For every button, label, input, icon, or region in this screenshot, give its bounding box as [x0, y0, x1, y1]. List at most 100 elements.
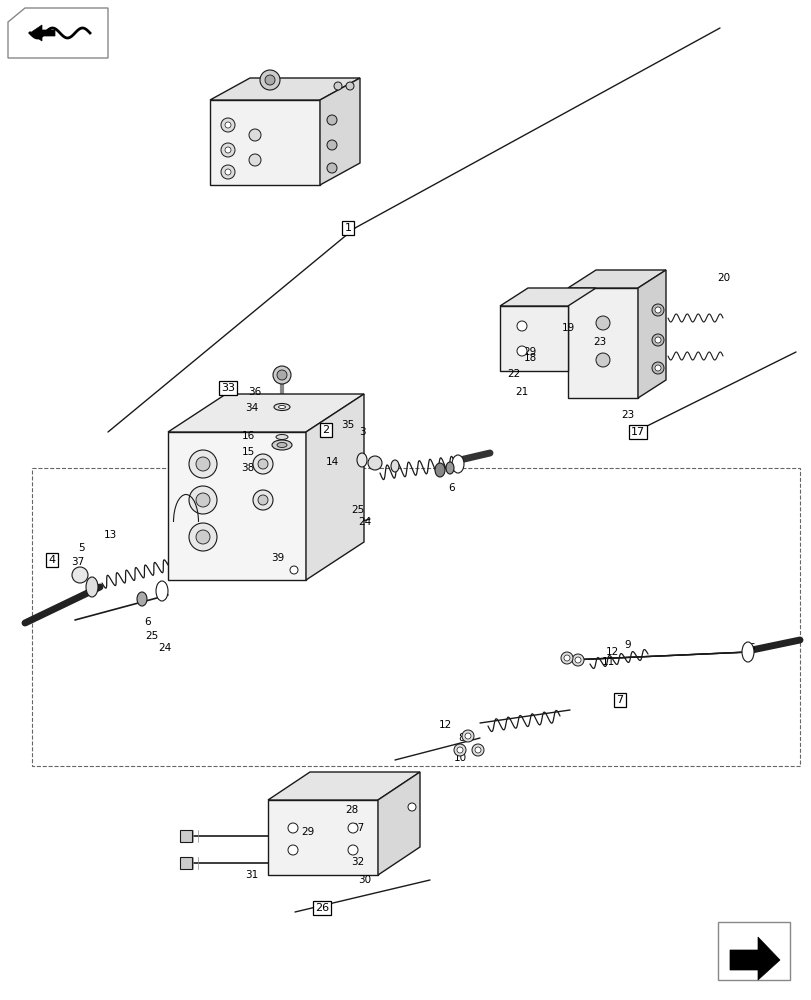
Text: 17: 17: [630, 427, 644, 437]
Circle shape: [290, 566, 298, 574]
Polygon shape: [30, 25, 55, 41]
Circle shape: [595, 316, 609, 330]
Circle shape: [651, 362, 663, 374]
Text: 29: 29: [523, 347, 536, 357]
Polygon shape: [637, 270, 665, 398]
Ellipse shape: [435, 463, 444, 477]
Circle shape: [474, 747, 480, 753]
Circle shape: [517, 321, 526, 331]
Circle shape: [221, 165, 234, 179]
Text: 30: 30: [358, 875, 371, 885]
Polygon shape: [8, 8, 108, 58]
Circle shape: [471, 744, 483, 756]
Circle shape: [72, 567, 88, 583]
Text: 23: 23: [620, 410, 634, 420]
Bar: [717, 922, 789, 980]
Circle shape: [407, 803, 415, 811]
Circle shape: [453, 744, 466, 756]
Text: 25: 25: [145, 631, 158, 641]
Circle shape: [189, 523, 217, 551]
Text: 8: 8: [458, 733, 465, 743]
Circle shape: [654, 337, 660, 343]
Text: 25: 25: [351, 505, 364, 515]
Text: 2: 2: [322, 425, 329, 435]
Polygon shape: [320, 78, 359, 185]
Polygon shape: [268, 772, 419, 800]
Text: 24: 24: [358, 517, 371, 527]
Text: 13: 13: [103, 530, 117, 540]
Text: 27: 27: [351, 823, 364, 833]
Text: 19: 19: [560, 323, 574, 333]
Circle shape: [264, 75, 275, 85]
Circle shape: [367, 456, 381, 470]
Circle shape: [595, 353, 609, 367]
Ellipse shape: [445, 462, 453, 474]
Circle shape: [461, 730, 474, 742]
Circle shape: [253, 454, 272, 474]
Circle shape: [651, 334, 663, 346]
Circle shape: [277, 370, 286, 380]
Circle shape: [288, 845, 298, 855]
Circle shape: [574, 657, 581, 663]
Circle shape: [564, 655, 569, 661]
Circle shape: [654, 307, 660, 313]
Text: 7: 7: [616, 695, 623, 705]
Text: 1: 1: [344, 223, 351, 233]
Circle shape: [195, 457, 210, 471]
Text: 4: 4: [49, 555, 55, 565]
Circle shape: [348, 845, 358, 855]
Text: 21: 21: [515, 387, 528, 397]
Polygon shape: [168, 394, 363, 432]
Circle shape: [327, 163, 337, 173]
Bar: [180, 830, 191, 842]
Text: 34: 34: [245, 403, 259, 413]
Polygon shape: [168, 432, 306, 580]
Circle shape: [272, 366, 290, 384]
Circle shape: [333, 82, 341, 90]
Text: 16: 16: [241, 431, 255, 441]
Text: 6: 6: [748, 643, 754, 653]
Circle shape: [327, 140, 337, 150]
Text: 14: 14: [325, 457, 338, 467]
Text: 10: 10: [453, 753, 466, 763]
Text: 3: 3: [358, 427, 365, 437]
Circle shape: [258, 495, 268, 505]
Text: 36: 36: [248, 387, 261, 397]
Circle shape: [465, 733, 470, 739]
Circle shape: [189, 486, 217, 514]
Text: 38: 38: [241, 463, 255, 473]
Polygon shape: [568, 270, 665, 288]
Ellipse shape: [156, 581, 168, 601]
Text: 32: 32: [351, 857, 364, 867]
Text: 12: 12: [605, 647, 618, 657]
Ellipse shape: [273, 403, 290, 410]
Text: 11: 11: [601, 657, 614, 667]
Circle shape: [189, 450, 217, 478]
Polygon shape: [210, 78, 359, 100]
Ellipse shape: [86, 577, 98, 597]
Text: 33: 33: [221, 383, 234, 393]
Circle shape: [345, 82, 354, 90]
Circle shape: [288, 823, 298, 833]
Circle shape: [221, 118, 234, 132]
Text: 28: 28: [345, 805, 358, 815]
Ellipse shape: [277, 442, 286, 448]
Text: 18: 18: [523, 353, 536, 363]
Text: 6: 6: [448, 483, 455, 493]
Text: 24: 24: [158, 643, 171, 653]
Text: 26: 26: [315, 903, 328, 913]
Ellipse shape: [272, 440, 292, 450]
Polygon shape: [500, 306, 568, 371]
Circle shape: [225, 169, 230, 175]
Text: 20: 20: [717, 273, 730, 283]
Ellipse shape: [276, 434, 288, 440]
Circle shape: [654, 365, 660, 371]
Circle shape: [225, 122, 230, 128]
Text: 9: 9: [624, 640, 630, 650]
Circle shape: [249, 129, 260, 141]
Bar: [180, 857, 191, 869]
Text: 12: 12: [438, 720, 451, 730]
Circle shape: [517, 346, 526, 356]
Text: 31: 31: [245, 870, 259, 880]
Circle shape: [195, 530, 210, 544]
